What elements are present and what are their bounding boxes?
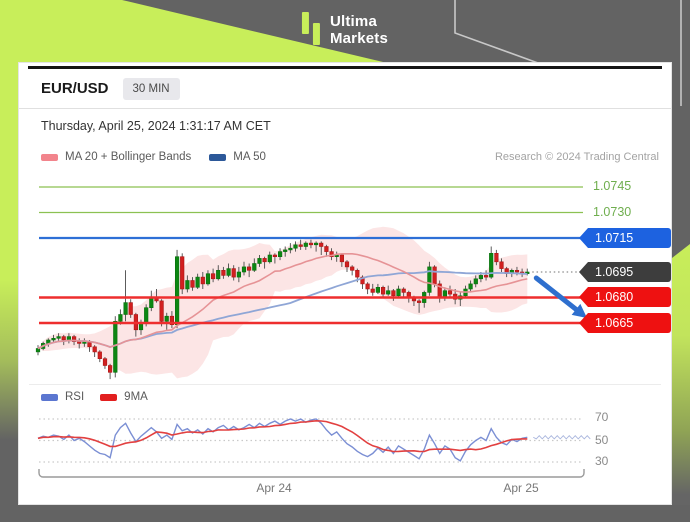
legend-rsi-label: RSI [65, 391, 85, 403]
rsi-chart-svg [37, 418, 591, 463]
nine-ma-swatch-icon [100, 393, 118, 401]
price-label-1-0745: 1.0745 [593, 179, 632, 193]
rsi-legend: RSI 9MA [41, 391, 148, 403]
price-label-1-0730: 1.0730 [593, 205, 632, 219]
lime-accent-left-strip [0, 60, 18, 460]
legend-ma50: MA 50 [209, 151, 266, 163]
brand-logo: Ultima Markets [301, 11, 389, 49]
rsi-line [37, 418, 528, 462]
rsi-gridline-label-70: 70 [595, 410, 609, 424]
rsi-gridline-label-30: 30 [595, 454, 609, 468]
price-tag-1-0680: 1.0680 [579, 287, 671, 307]
card-top-border [28, 66, 662, 69]
brand-logo-icon [301, 11, 321, 49]
x-axis-label-apr25: Apr 25 [503, 481, 539, 495]
rsi-gridline-label-50: 50 [595, 433, 609, 447]
research-credit: Research © 2024 Trading Central [494, 151, 659, 163]
bollinger-band-area [38, 226, 528, 379]
price-tag-1-0715: 1.0715 [579, 228, 671, 248]
x-axis-bracket [38, 469, 585, 478]
brand-name-line1: Ultima [329, 13, 377, 30]
symbol-title: EUR/USD [41, 80, 109, 97]
x-axis-label-apr24: Apr 24 [256, 481, 292, 495]
chart-timestamp: Thursday, April 25, 2024 1:31:17 AM CET [41, 119, 271, 133]
rsi-9ma-line [37, 419, 528, 453]
ma20-line [37, 253, 528, 350]
price-tag-1-0665: 1.0665 [579, 313, 671, 333]
brand-name-line2: Markets [329, 30, 389, 47]
rsi-projection-squiggle [533, 435, 591, 440]
timeframe-badge[interactable]: 30 MIN [122, 77, 180, 100]
panel-divider [29, 384, 661, 385]
legend-ma20-label: MA 20 + Bollinger Bands [65, 151, 192, 163]
price-tag-current-1-0695: 1.0695 [579, 262, 671, 282]
legend-9ma-label: 9MA [124, 391, 148, 403]
ma20-band-swatch-icon [41, 153, 58, 161]
main-chart-svg [35, 186, 587, 380]
forecast-arrow-down [533, 275, 587, 318]
legend-9ma-item: 9MA [100, 391, 148, 403]
chart-card: EUR/USD 30 MIN Thursday, April 25, 2024 … [18, 62, 672, 505]
rsi-swatch-icon [41, 393, 58, 401]
legend-ma20-bollinger: MA 20 + Bollinger Bands [41, 151, 191, 163]
card-header: EUR/USD 30 MIN [19, 69, 671, 109]
legend-ma50-label: MA 50 [233, 151, 266, 163]
main-chart-legend: MA 20 + Bollinger Bands MA 50 Research ©… [41, 151, 659, 163]
hexagon-decoration [454, 0, 682, 106]
legend-rsi-item: RSI [41, 391, 84, 403]
ma50-swatch-icon [209, 153, 227, 161]
lime-accent-right-strip [672, 244, 690, 505]
